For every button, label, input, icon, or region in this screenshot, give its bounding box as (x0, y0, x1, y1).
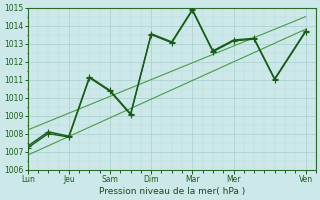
X-axis label: Pression niveau de la mer( hPa ): Pression niveau de la mer( hPa ) (99, 187, 245, 196)
